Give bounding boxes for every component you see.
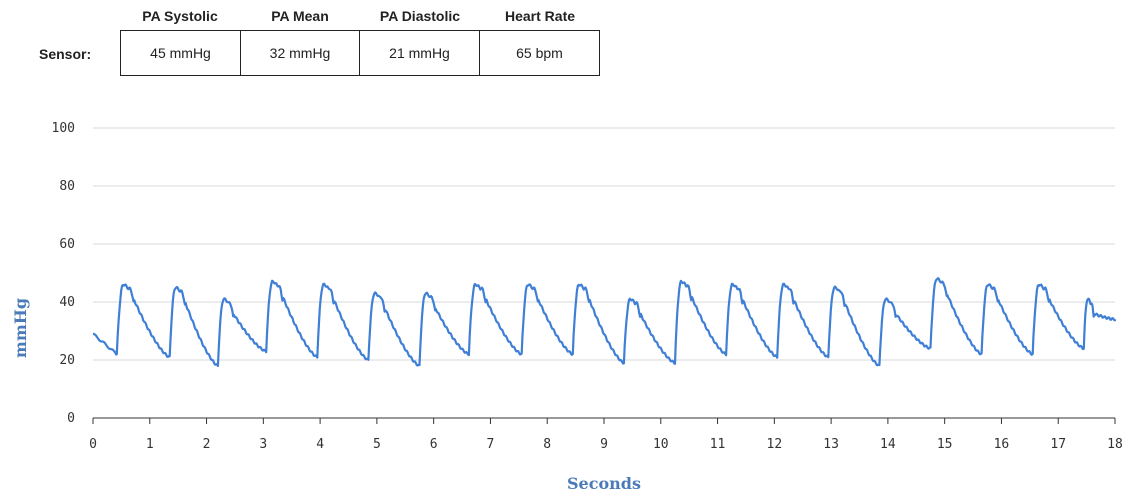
y-axis-title: mmHg — [11, 298, 30, 358]
x-tick-label: 2 — [203, 437, 211, 452]
chart-gridlines — [93, 127, 1115, 361]
value-pa-systolic: 45 mmHg — [121, 31, 241, 75]
header-pa-mean: PA Mean — [271, 8, 329, 24]
x-tick-label: 3 — [259, 437, 267, 452]
x-tick-label: 9 — [600, 437, 608, 452]
x-tick-label: 4 — [316, 437, 324, 452]
x-tick-label: 7 — [487, 437, 495, 452]
x-axis: 0 1 2 3 4 5 6 7 8 9 10 11 12 13 14 15 16 17 18 — [89, 417, 1123, 452]
sensor-values-row: 45 mmHg 32 mmHg 21 mmHg 65 bpm — [120, 30, 600, 76]
x-axis-title: Seconds — [567, 474, 641, 490]
y-tick-label: 100 — [52, 121, 75, 136]
header-pa-diastolic: PA Diastolic — [379, 8, 461, 24]
x-tick-label: 1 — [146, 437, 154, 452]
x-tick-label: 10 — [653, 437, 669, 452]
sensor-row-label: Sensor: — [39, 46, 92, 62]
x-tick-label: 8 — [543, 437, 551, 452]
y-axis-ticks: 0 20 40 60 80 100 — [52, 121, 75, 426]
x-tick-label: 6 — [430, 437, 438, 452]
pressure-waveform-line — [92, 277, 1117, 367]
y-tick-label: 20 — [59, 353, 75, 368]
y-tick-label: 40 — [59, 295, 75, 310]
x-tick-label: 11 — [710, 437, 726, 452]
x-tick-label: 17 — [1050, 437, 1066, 452]
x-tick-label: 16 — [994, 437, 1010, 452]
header-pa-systolic: PA Systolic — [142, 8, 218, 24]
y-tick-label: 60 — [59, 237, 75, 252]
x-tick-label: 0 — [89, 437, 97, 452]
sensor-readout-table: Sensor: PA Systolic PA Mean PA Diastolic… — [0, 0, 640, 80]
value-pa-mean: 32 mmHg — [241, 31, 360, 75]
value-heart-rate: 65 bpm — [516, 45, 563, 61]
y-tick-label: 0 — [67, 411, 75, 426]
x-tick-label: 13 — [823, 437, 839, 452]
value-pa-diastolic: 21 mmHg — [360, 31, 480, 75]
header-heart-rate: Heart Rate — [504, 8, 576, 24]
x-tick-label: 12 — [767, 437, 783, 452]
y-tick-label: 80 — [59, 179, 75, 194]
x-tick-label: 15 — [937, 437, 953, 452]
x-tick-label: 18 — [1107, 437, 1123, 452]
x-tick-label: 5 — [373, 437, 381, 452]
x-tick-label: 14 — [880, 437, 896, 452]
